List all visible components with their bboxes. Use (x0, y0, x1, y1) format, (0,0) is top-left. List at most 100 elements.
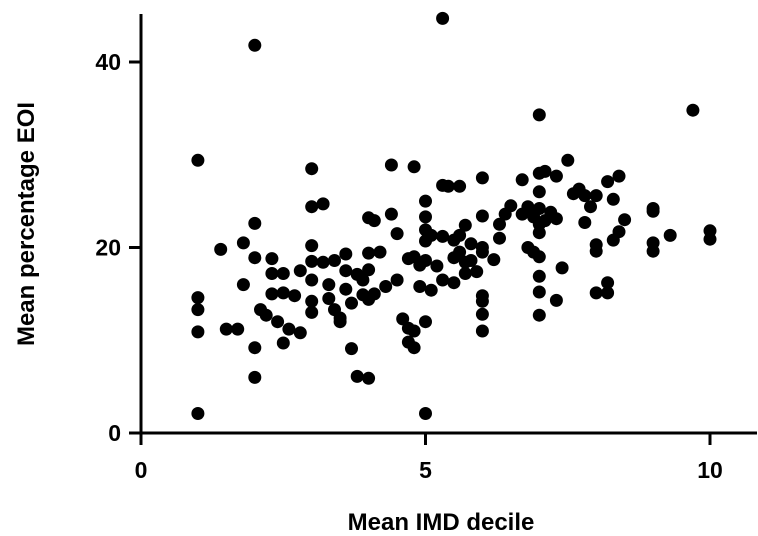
data-point (521, 200, 535, 214)
data-point (475, 324, 489, 338)
data-point (436, 11, 450, 25)
y-axis-ticks: 0 20 40 (95, 49, 141, 446)
data-points (191, 11, 717, 420)
data-point (390, 227, 404, 241)
data-point (396, 312, 410, 326)
x-tick-label: 0 (135, 457, 148, 483)
data-point (282, 322, 296, 336)
data-point (424, 228, 438, 242)
data-point (549, 293, 563, 307)
data-point (549, 212, 563, 226)
data-point (532, 108, 546, 122)
data-point (419, 210, 432, 224)
data-point (276, 267, 290, 280)
data-point (436, 273, 450, 287)
data-point (601, 286, 615, 300)
data-point (606, 192, 620, 206)
data-point (487, 253, 501, 267)
data-point (248, 216, 262, 230)
data-point (333, 315, 347, 329)
data-point (419, 315, 432, 329)
data-point (589, 189, 603, 203)
data-point (305, 294, 319, 308)
data-point (493, 231, 506, 245)
data-point (561, 153, 575, 167)
data-point (305, 200, 319, 214)
data-point (578, 189, 592, 203)
data-point (464, 254, 478, 267)
data-point (532, 285, 546, 299)
x-tick-label: 5 (419, 457, 432, 483)
data-point (362, 371, 376, 385)
data-point (305, 254, 319, 268)
data-point (379, 280, 393, 293)
data-point (316, 255, 330, 269)
data-point (407, 324, 421, 338)
data-point (276, 286, 290, 300)
data-point (532, 250, 546, 264)
data-point (601, 175, 615, 189)
data-point (413, 280, 427, 293)
data-point (612, 169, 626, 183)
data-point (464, 237, 478, 251)
data-point (293, 264, 307, 278)
data-point (601, 276, 615, 290)
data-point (584, 200, 597, 214)
data-point (532, 308, 546, 322)
data-point (424, 283, 438, 297)
data-point (219, 322, 233, 336)
data-point (293, 326, 307, 340)
data-point (532, 269, 546, 283)
data-point (265, 287, 279, 301)
data-point (248, 341, 262, 355)
data-point (248, 38, 262, 52)
data-point (475, 307, 489, 321)
data-point (532, 185, 546, 199)
data-point (339, 247, 353, 261)
data-point (288, 289, 302, 303)
data-point (532, 226, 546, 240)
data-point (265, 267, 279, 280)
data-point (305, 273, 319, 287)
data-point (475, 209, 489, 223)
data-point (430, 259, 444, 273)
data-point (453, 179, 467, 193)
data-point (191, 407, 205, 420)
data-point (367, 287, 381, 301)
data-point (305, 239, 319, 253)
data-point (618, 213, 632, 227)
y-tick-label: 0 (108, 420, 121, 446)
data-point (515, 173, 529, 187)
data-point (316, 197, 330, 211)
data-point (339, 264, 353, 278)
data-point (578, 216, 592, 229)
x-axis-label: Mean IMD decile (348, 509, 535, 536)
data-point (589, 286, 603, 300)
data-point (493, 217, 506, 231)
data-point (612, 225, 626, 239)
data-point (555, 261, 569, 275)
data-point (350, 369, 364, 383)
data-point (345, 296, 358, 310)
data-point (407, 341, 421, 355)
data-point (384, 158, 398, 172)
data-point (248, 251, 262, 265)
data-point (345, 342, 358, 356)
data-point (373, 245, 387, 259)
data-point (475, 245, 489, 259)
data-point (475, 171, 489, 185)
data-point (419, 194, 432, 208)
data-point (441, 179, 455, 193)
data-point (453, 245, 467, 259)
data-point (703, 232, 717, 246)
data-point (390, 273, 404, 287)
data-point (453, 228, 467, 242)
data-point (305, 162, 319, 176)
data-point (470, 265, 484, 279)
data-point (663, 228, 677, 242)
data-point (475, 294, 489, 308)
data-point (458, 267, 472, 280)
data-point (362, 246, 376, 260)
data-point (248, 370, 262, 384)
